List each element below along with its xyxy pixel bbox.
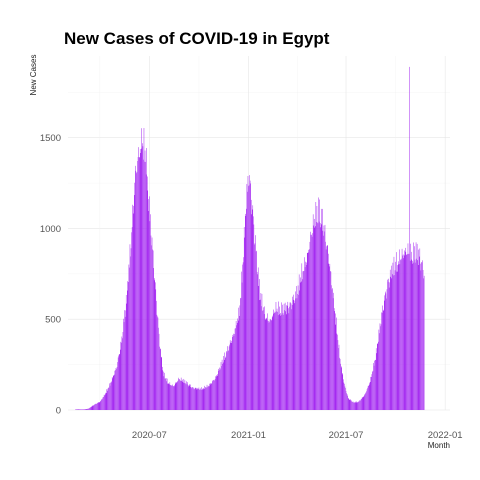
x-axis-title: Month (428, 441, 450, 450)
y-tick-label: 1000 (40, 224, 61, 235)
chart-title: New Cases of COVID-19 in Egypt (64, 29, 330, 48)
y-tick-label: 1500 (40, 133, 61, 144)
y-axis-ticks: 0 500 1000 1500 (40, 133, 61, 416)
y-axis-title: New Cases (29, 55, 38, 96)
x-axis-ticks: 2020-07 2021-01 2021-07 2022-01 (132, 430, 463, 441)
bars (75, 66, 425, 411)
x-tick-label: 2021-01 (231, 430, 266, 441)
x-tick-label: 2021-07 (329, 430, 364, 441)
x-tick-label: 2020-07 (132, 430, 167, 441)
x-tick-label: 2022-01 (428, 430, 463, 441)
y-tick-label: 0 (56, 406, 61, 417)
y-tick-label: 500 (45, 315, 61, 326)
